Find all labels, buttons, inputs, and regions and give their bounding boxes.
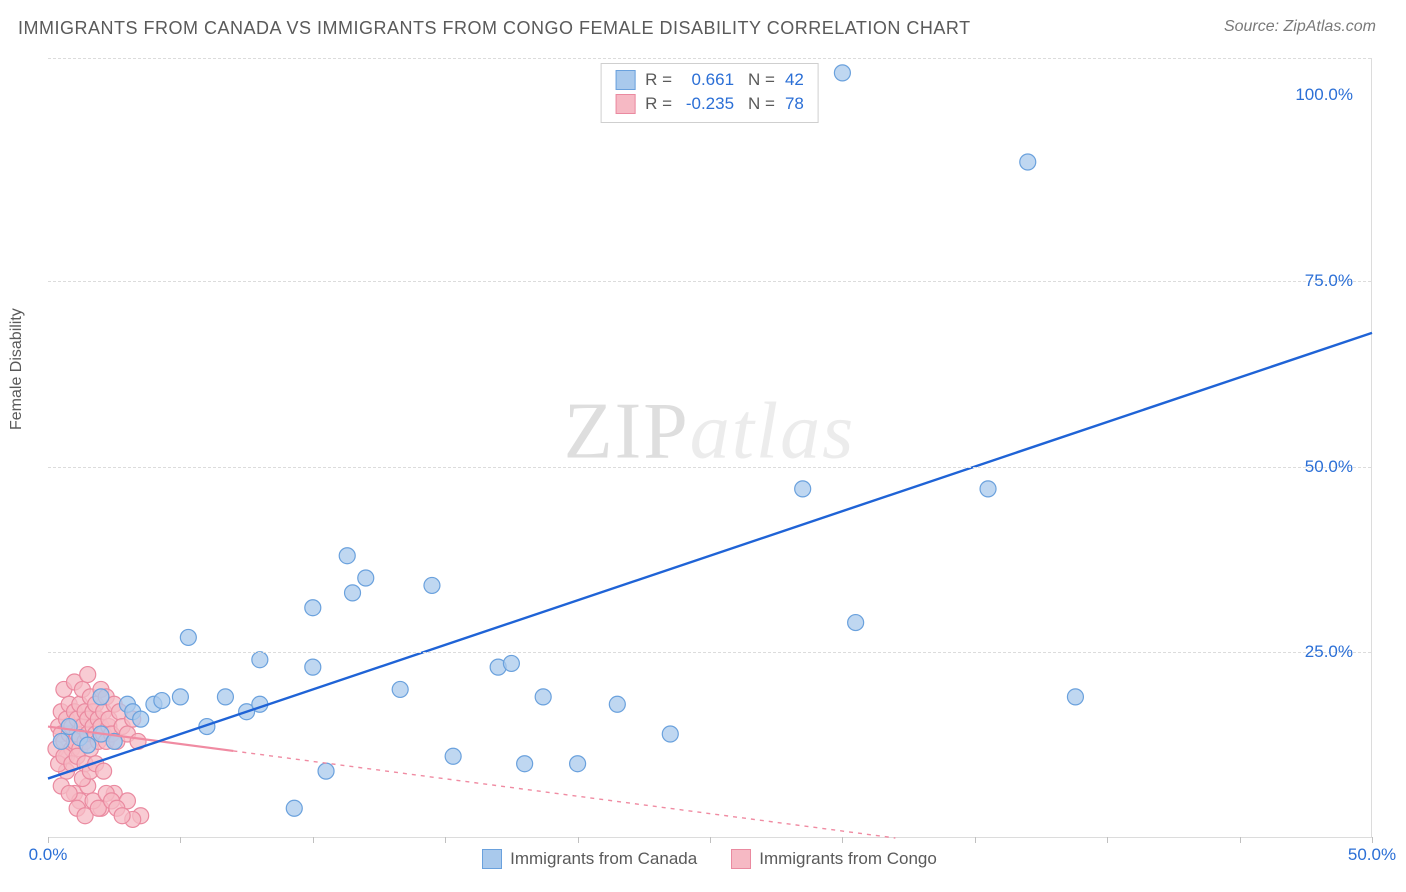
gridline: [48, 281, 1371, 282]
scatter-point: [609, 696, 625, 712]
legend-item-congo: Immigrants from Congo: [731, 849, 937, 869]
scatter-point: [133, 711, 149, 727]
scatter-point: [424, 577, 440, 593]
scatter-point: [535, 689, 551, 705]
gridline: [48, 58, 1371, 59]
x-tick-label: 50.0%: [1348, 845, 1396, 865]
x-tick: [445, 837, 446, 843]
x-tick: [975, 837, 976, 843]
y-axis-label: Female Disability: [8, 308, 26, 430]
x-tick: [313, 837, 314, 843]
x-tick: [578, 837, 579, 843]
x-tick: [180, 837, 181, 843]
scatter-point: [154, 693, 170, 709]
scatter-point: [93, 689, 109, 705]
scatter-point: [445, 748, 461, 764]
scatter-point: [570, 756, 586, 772]
stats-row-canada: R = 0.661 N = 42: [615, 68, 804, 92]
scatter-point: [172, 689, 188, 705]
scatter-point: [217, 689, 233, 705]
trend-line-congo-dash: [233, 751, 895, 838]
scatter-point: [61, 785, 77, 801]
scatter-point: [1067, 689, 1083, 705]
scatter-point: [180, 629, 196, 645]
scatter-point: [662, 726, 678, 742]
scatter-point: [392, 681, 408, 697]
plot-area: ZIPatlas R = 0.661 N = 42 R = -0.235 N =…: [48, 58, 1372, 838]
trend-line-canada: [48, 333, 1372, 779]
scatter-point: [318, 763, 334, 779]
x-tick: [48, 837, 49, 843]
gridline: [48, 467, 1371, 468]
scatter-point: [252, 652, 268, 668]
scatter-point: [339, 548, 355, 564]
y-tick-label: 25.0%: [1305, 642, 1353, 662]
x-tick: [1107, 837, 1108, 843]
scatter-point: [286, 800, 302, 816]
stats-r-label: R =: [645, 92, 672, 116]
scatter-point: [305, 659, 321, 675]
scatter-point: [80, 737, 96, 753]
legend-label: Immigrants from Canada: [510, 849, 697, 869]
swatch-congo: [731, 849, 751, 869]
stats-r-label: R =: [645, 68, 672, 92]
stats-n-value-congo: 78: [785, 92, 804, 116]
scatter-point: [980, 481, 996, 497]
stats-r-value-congo: -0.235: [682, 92, 734, 116]
scatter-point: [114, 808, 130, 824]
y-tick-label: 50.0%: [1305, 457, 1353, 477]
y-tick-label: 100.0%: [1295, 85, 1353, 105]
source-label: Source: ZipAtlas.com: [1224, 18, 1376, 36]
scatter-point: [345, 585, 361, 601]
scatter-svg: [48, 58, 1371, 837]
stats-n-label: N =: [748, 92, 775, 116]
legend-label: Immigrants from Congo: [759, 849, 937, 869]
chart-title: IMMIGRANTS FROM CANADA VS IMMIGRANTS FRO…: [18, 18, 971, 39]
swatch-canada: [482, 849, 502, 869]
legend-bottom: Immigrants from Canada Immigrants from C…: [48, 849, 1371, 869]
scatter-point: [80, 667, 96, 683]
stats-n-label: N =: [748, 68, 775, 92]
scatter-point: [305, 600, 321, 616]
swatch-congo: [615, 94, 635, 114]
scatter-point: [96, 763, 112, 779]
scatter-point: [53, 733, 69, 749]
scatter-point: [834, 65, 850, 81]
x-tick: [1372, 837, 1373, 843]
stats-r-value-canada: 0.661: [682, 68, 734, 92]
scatter-point: [848, 615, 864, 631]
legend-item-canada: Immigrants from Canada: [482, 849, 697, 869]
stats-legend-box: R = 0.661 N = 42 R = -0.235 N = 78: [600, 63, 819, 123]
x-tick: [710, 837, 711, 843]
scatter-point: [517, 756, 533, 772]
scatter-point: [795, 481, 811, 497]
stats-row-congo: R = -0.235 N = 78: [615, 92, 804, 116]
y-tick-label: 75.0%: [1305, 271, 1353, 291]
scatter-point: [358, 570, 374, 586]
scatter-point: [503, 655, 519, 671]
x-tick-label: 0.0%: [29, 845, 68, 865]
x-tick: [842, 837, 843, 843]
gridline: [48, 652, 1371, 653]
scatter-point: [1020, 154, 1036, 170]
stats-n-value-canada: 42: [785, 68, 804, 92]
swatch-canada: [615, 70, 635, 90]
x-tick: [1240, 837, 1241, 843]
